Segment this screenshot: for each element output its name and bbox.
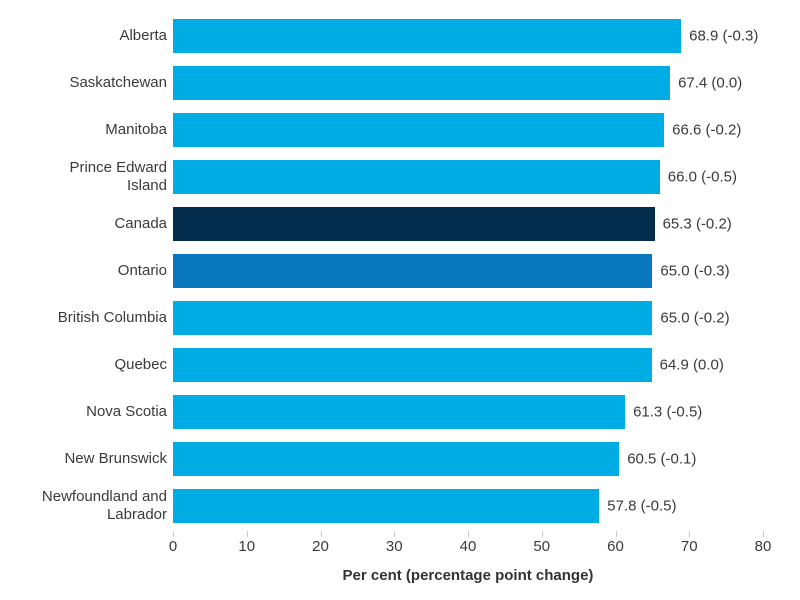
bar-row: Ontario 65.0 (-0.3) bbox=[0, 247, 800, 294]
x-axis-tick-label: 50 bbox=[533, 538, 551, 555]
x-axis-tick-label: 10 bbox=[238, 538, 256, 555]
bar-row: New Brunswick 60.5 (-0.1) bbox=[0, 435, 800, 482]
category-label: Saskatchewan bbox=[69, 73, 167, 91]
x-axis-tick-label: 60 bbox=[607, 538, 624, 555]
bar-track: 67.4 (0.0) bbox=[173, 65, 763, 100]
x-axis-tick-mark bbox=[541, 531, 543, 537]
category-label: Prince Edward Island bbox=[69, 158, 167, 194]
category-label: Canada bbox=[114, 214, 167, 232]
category-label: British Columbia bbox=[57, 308, 167, 326]
bar-row: Saskatchewan 67.4 (0.0) bbox=[0, 59, 800, 106]
bar-track: 68.9 (-0.3) bbox=[173, 18, 763, 53]
bar bbox=[173, 300, 653, 335]
x-axis-tick-mark bbox=[394, 531, 396, 537]
x-axis-tick-mark bbox=[468, 531, 469, 537]
value-label: 67.4 (0.0) bbox=[678, 74, 743, 91]
category-label: Manitoba bbox=[105, 120, 167, 138]
value-label: 61.3 (-0.5) bbox=[633, 403, 703, 420]
x-axis-tick-mark bbox=[246, 531, 248, 537]
x-axis-tick-mark bbox=[320, 531, 322, 537]
bar bbox=[173, 441, 620, 476]
plot-area: Alberta 68.9 (-0.3) Saskatchewan 67.4 (0… bbox=[0, 12, 800, 529]
value-label: 66.6 (-0.2) bbox=[672, 121, 742, 138]
value-label: 65.3 (-0.2) bbox=[662, 215, 732, 232]
bar-row: Manitoba 66.6 (-0.2) bbox=[0, 106, 800, 153]
bar bbox=[173, 159, 660, 194]
bar bbox=[173, 18, 682, 53]
bar-track: 66.0 (-0.5) bbox=[173, 159, 763, 194]
x-axis-tick-label: 70 bbox=[680, 538, 698, 555]
x-axis-tick-mark bbox=[615, 531, 617, 537]
x-axis-tick-label: 80 bbox=[754, 538, 772, 555]
bar-track: 61.3 (-0.5) bbox=[173, 394, 763, 429]
bar-row: Alberta 68.9 (-0.3) bbox=[0, 12, 800, 59]
bar bbox=[173, 65, 671, 100]
value-label: 60.5 (-0.1) bbox=[627, 450, 697, 467]
bar-row: Newfoundland and Labrador 57.8 (-0.5) bbox=[0, 482, 800, 529]
x-axis-tick-mark bbox=[173, 531, 174, 537]
bar-track: 57.8 (-0.5) bbox=[173, 488, 763, 523]
value-label: 65.0 (-0.3) bbox=[660, 262, 730, 279]
bar-row: Canada 65.3 (-0.2) bbox=[0, 200, 800, 247]
value-label: 57.8 (-0.5) bbox=[607, 497, 677, 514]
category-label: Quebec bbox=[114, 355, 167, 373]
bar-track: 65.3 (-0.2) bbox=[173, 206, 763, 241]
bar bbox=[173, 488, 600, 523]
bar-track: 66.6 (-0.2) bbox=[173, 112, 763, 147]
bar bbox=[173, 394, 626, 429]
x-axis-tick-mark bbox=[763, 531, 764, 537]
bar-row: Prince Edward Island 66.0 (-0.5) bbox=[0, 153, 800, 200]
bar-track: 60.5 (-0.1) bbox=[173, 441, 763, 476]
bar-track: 65.0 (-0.2) bbox=[173, 300, 763, 335]
x-axis-tick-label: 20 bbox=[312, 538, 329, 555]
value-label: 66.0 (-0.5) bbox=[667, 168, 737, 185]
value-label: 64.9 (0.0) bbox=[659, 356, 724, 373]
category-label: New Brunswick bbox=[64, 449, 167, 467]
bar bbox=[173, 112, 665, 147]
bar bbox=[173, 253, 653, 288]
bar-row: Quebec 64.9 (0.0) bbox=[0, 341, 800, 388]
bar-row: Nova Scotia 61.3 (-0.5) bbox=[0, 388, 800, 435]
value-label: 65.0 (-0.2) bbox=[660, 309, 730, 326]
category-label: Ontario bbox=[117, 261, 167, 279]
category-label: Nova Scotia bbox=[86, 402, 167, 420]
category-label: Alberta bbox=[119, 26, 167, 44]
x-axis-tick-label: 40 bbox=[459, 538, 477, 555]
bar-row: British Columbia 65.0 (-0.2) bbox=[0, 294, 800, 341]
x-axis-title: Per cent (percentage point change) bbox=[342, 567, 594, 584]
bar-track: 64.9 (0.0) bbox=[173, 347, 763, 382]
x-axis-tick-label: 0 bbox=[168, 538, 178, 555]
category-label: Newfoundland and Labrador bbox=[41, 487, 167, 523]
x-axis: 0 10 20 30 40 50 60 70 80 bbox=[169, 529, 771, 559]
x-axis-tick-label: 30 bbox=[385, 538, 403, 555]
bar bbox=[173, 347, 652, 382]
value-label: 68.9 (-0.3) bbox=[689, 27, 759, 44]
bar-track: 65.0 (-0.3) bbox=[173, 253, 763, 288]
bar bbox=[173, 206, 655, 241]
x-axis-tick-mark bbox=[689, 531, 691, 537]
